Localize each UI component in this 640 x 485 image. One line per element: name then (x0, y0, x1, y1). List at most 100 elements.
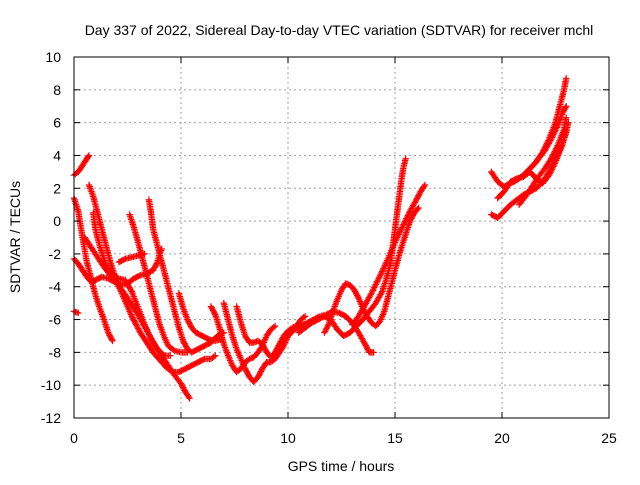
data-point (552, 146, 559, 154)
data-point (254, 373, 262, 381)
data-point (184, 316, 191, 323)
data-point (376, 272, 384, 279)
data-point (120, 256, 128, 263)
data-point (131, 318, 138, 325)
data-point (401, 219, 408, 227)
data-point (107, 333, 114, 340)
data-point (413, 196, 420, 203)
data-point (374, 276, 382, 284)
data-point (548, 166, 556, 173)
data-point (180, 385, 188, 393)
data-point (552, 127, 559, 134)
data-point (130, 317, 138, 324)
data-point (109, 337, 116, 345)
y-tick-label: -12 (41, 410, 61, 426)
y-tick-label: -8 (49, 344, 62, 360)
data-point (300, 314, 307, 321)
data-point (548, 167, 555, 174)
data-point (204, 335, 211, 342)
data-point (412, 197, 419, 205)
data-point (257, 368, 265, 375)
data-point (553, 125, 560, 133)
data-point (133, 322, 140, 330)
data-point (179, 384, 187, 391)
data-point (380, 265, 387, 272)
y-tick-label: 6 (53, 115, 61, 131)
data-point (353, 290, 360, 298)
data-point (209, 307, 217, 314)
data-point (370, 285, 377, 293)
x-tick-label: 0 (70, 430, 78, 446)
data-point (274, 343, 282, 351)
data-point (354, 293, 362, 301)
data-point (550, 161, 558, 169)
data-series (81, 234, 193, 402)
data-point (368, 290, 375, 297)
data-point (130, 315, 137, 323)
data-point (187, 321, 194, 329)
data-point (322, 326, 330, 334)
data-point (398, 224, 406, 231)
data-point (261, 345, 268, 352)
y-tick-label: 10 (45, 49, 61, 65)
y-tick-label: -10 (41, 377, 61, 393)
y-tick-label: 0 (53, 213, 61, 229)
data-point (364, 346, 372, 353)
data-point (211, 310, 218, 317)
data-point (259, 340, 266, 348)
data-point (404, 212, 412, 219)
data-point (361, 339, 368, 346)
x-tick-label: 25 (601, 430, 617, 446)
data-point (416, 191, 423, 198)
data-point (553, 124, 561, 131)
data-point (547, 137, 554, 144)
data-point (402, 216, 409, 224)
data-point (212, 352, 219, 359)
data-point (377, 271, 384, 278)
data-point (128, 313, 135, 320)
data-point (181, 340, 188, 347)
y-tick-label: -2 (49, 246, 62, 262)
data-point (135, 272, 143, 280)
data-point (546, 170, 553, 177)
data-point (393, 234, 401, 241)
data-point (396, 229, 403, 237)
y-tick-label: -6 (49, 312, 62, 328)
data-point (547, 169, 554, 176)
data-point (127, 287, 135, 294)
y-tick-label: 2 (53, 180, 61, 196)
data-point (402, 155, 409, 162)
data-series (528, 103, 570, 171)
data-point (134, 324, 141, 331)
data-point (275, 342, 282, 349)
data-point (256, 369, 264, 377)
data-point (561, 105, 568, 113)
data-point (279, 335, 286, 342)
data-point (242, 365, 249, 372)
data-point (401, 218, 409, 225)
data-point (414, 205, 421, 213)
data-point (403, 215, 410, 222)
y-tick-label: -4 (49, 279, 62, 295)
data-point (152, 263, 159, 270)
data-point (395, 231, 402, 238)
data-point (394, 232, 402, 240)
data-point (560, 107, 568, 114)
data-point (363, 343, 370, 351)
data-point (413, 195, 421, 202)
data-point (372, 281, 379, 288)
data-point (261, 346, 269, 353)
data-point (512, 175, 519, 183)
data-point (85, 152, 93, 159)
data-point (373, 279, 380, 287)
data-point (185, 319, 193, 326)
data-point (277, 338, 285, 345)
data-point (271, 322, 279, 330)
data-point (421, 181, 429, 189)
data-point (353, 292, 361, 299)
data-point (106, 332, 113, 339)
data-point (274, 345, 281, 352)
data-point (135, 326, 143, 334)
data-point (276, 340, 283, 348)
